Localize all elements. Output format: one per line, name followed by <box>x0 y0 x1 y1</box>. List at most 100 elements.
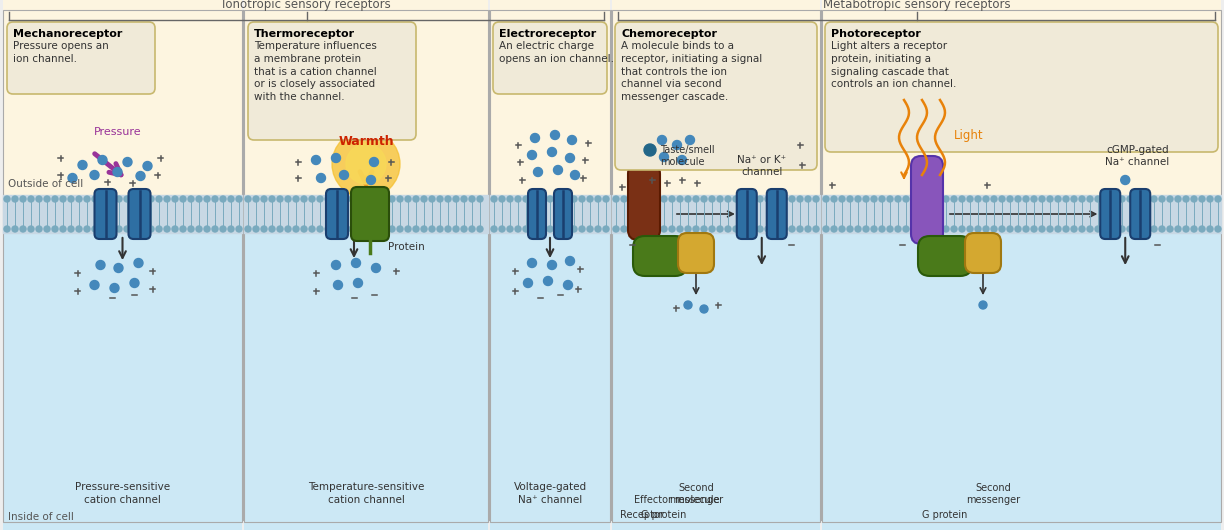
Circle shape <box>1215 226 1222 232</box>
Circle shape <box>1039 196 1045 202</box>
Circle shape <box>122 157 132 166</box>
Text: Taste/smell
molecule: Taste/smell molecule <box>660 145 715 167</box>
Circle shape <box>534 167 542 176</box>
Circle shape <box>341 196 346 202</box>
Circle shape <box>1200 226 1204 232</box>
Circle shape <box>741 226 747 232</box>
Circle shape <box>629 196 635 202</box>
Circle shape <box>12 196 18 202</box>
Circle shape <box>28 196 34 202</box>
Circle shape <box>1175 226 1181 232</box>
Circle shape <box>212 196 218 202</box>
Circle shape <box>285 226 291 232</box>
Wedge shape <box>632 154 657 167</box>
Circle shape <box>204 196 211 202</box>
Circle shape <box>332 261 340 269</box>
Circle shape <box>1151 226 1157 232</box>
Circle shape <box>1039 226 1045 232</box>
Circle shape <box>603 196 610 202</box>
Circle shape <box>78 161 87 170</box>
Circle shape <box>277 226 283 232</box>
Circle shape <box>531 196 537 202</box>
Circle shape <box>140 226 146 232</box>
Text: Mechanoreceptor: Mechanoreceptor <box>13 29 122 39</box>
Circle shape <box>547 226 553 232</box>
Circle shape <box>895 226 901 232</box>
Circle shape <box>565 257 574 266</box>
Circle shape <box>805 226 812 232</box>
Circle shape <box>942 226 949 232</box>
Circle shape <box>100 196 106 202</box>
Circle shape <box>461 196 468 202</box>
Circle shape <box>196 226 202 232</box>
Circle shape <box>645 196 651 202</box>
Circle shape <box>677 196 683 202</box>
Circle shape <box>428 196 435 202</box>
Circle shape <box>570 171 579 180</box>
Circle shape <box>903 226 909 232</box>
Circle shape <box>927 226 933 232</box>
Circle shape <box>332 130 400 198</box>
Circle shape <box>999 196 1005 202</box>
Circle shape <box>35 226 42 232</box>
Circle shape <box>1095 196 1102 202</box>
Circle shape <box>164 226 170 232</box>
Circle shape <box>354 278 362 287</box>
Circle shape <box>553 165 563 174</box>
Circle shape <box>789 196 796 202</box>
Circle shape <box>967 226 973 232</box>
Text: An electric charge
opens an ion channel.: An electric charge opens an ion channel. <box>499 41 614 64</box>
Circle shape <box>661 226 667 232</box>
Text: Protein: Protein <box>388 242 425 252</box>
Circle shape <box>477 226 483 232</box>
Circle shape <box>551 130 559 139</box>
Circle shape <box>613 196 619 202</box>
Circle shape <box>365 226 371 232</box>
Circle shape <box>333 280 343 289</box>
Circle shape <box>60 196 66 202</box>
Circle shape <box>1166 196 1173 202</box>
Circle shape <box>220 196 226 202</box>
Circle shape <box>524 278 532 287</box>
Circle shape <box>879 196 885 202</box>
Circle shape <box>911 226 917 232</box>
Circle shape <box>51 196 58 202</box>
Circle shape <box>979 301 987 309</box>
Circle shape <box>155 196 162 202</box>
Circle shape <box>693 226 699 232</box>
Circle shape <box>554 196 561 202</box>
Circle shape <box>588 226 592 232</box>
Circle shape <box>373 226 379 232</box>
Circle shape <box>976 196 980 202</box>
Circle shape <box>554 226 561 232</box>
Circle shape <box>317 226 323 232</box>
Circle shape <box>1215 196 1222 202</box>
Circle shape <box>797 196 803 202</box>
Bar <box>612 10 820 522</box>
Bar <box>244 0 488 233</box>
Circle shape <box>871 196 878 202</box>
Circle shape <box>1023 226 1029 232</box>
Circle shape <box>847 196 853 202</box>
FancyBboxPatch shape <box>129 189 151 239</box>
Text: Effector molecule: Effector molecule <box>634 495 720 505</box>
Circle shape <box>366 175 376 184</box>
Circle shape <box>405 226 411 232</box>
Circle shape <box>236 226 242 232</box>
Circle shape <box>1062 226 1069 232</box>
Circle shape <box>765 226 771 232</box>
Circle shape <box>528 259 536 268</box>
Circle shape <box>173 196 177 202</box>
Circle shape <box>140 196 146 202</box>
Circle shape <box>911 196 917 202</box>
Circle shape <box>774 226 778 232</box>
Circle shape <box>789 226 796 232</box>
Circle shape <box>507 196 513 202</box>
Circle shape <box>148 226 154 232</box>
FancyBboxPatch shape <box>94 189 116 239</box>
FancyBboxPatch shape <box>554 189 572 239</box>
Text: Ionotropic sensory receptors: Ionotropic sensory receptors <box>222 0 390 11</box>
Circle shape <box>636 226 643 232</box>
Text: Pressure-sensitive
cation channel: Pressure-sensitive cation channel <box>75 482 170 505</box>
Circle shape <box>339 171 349 180</box>
